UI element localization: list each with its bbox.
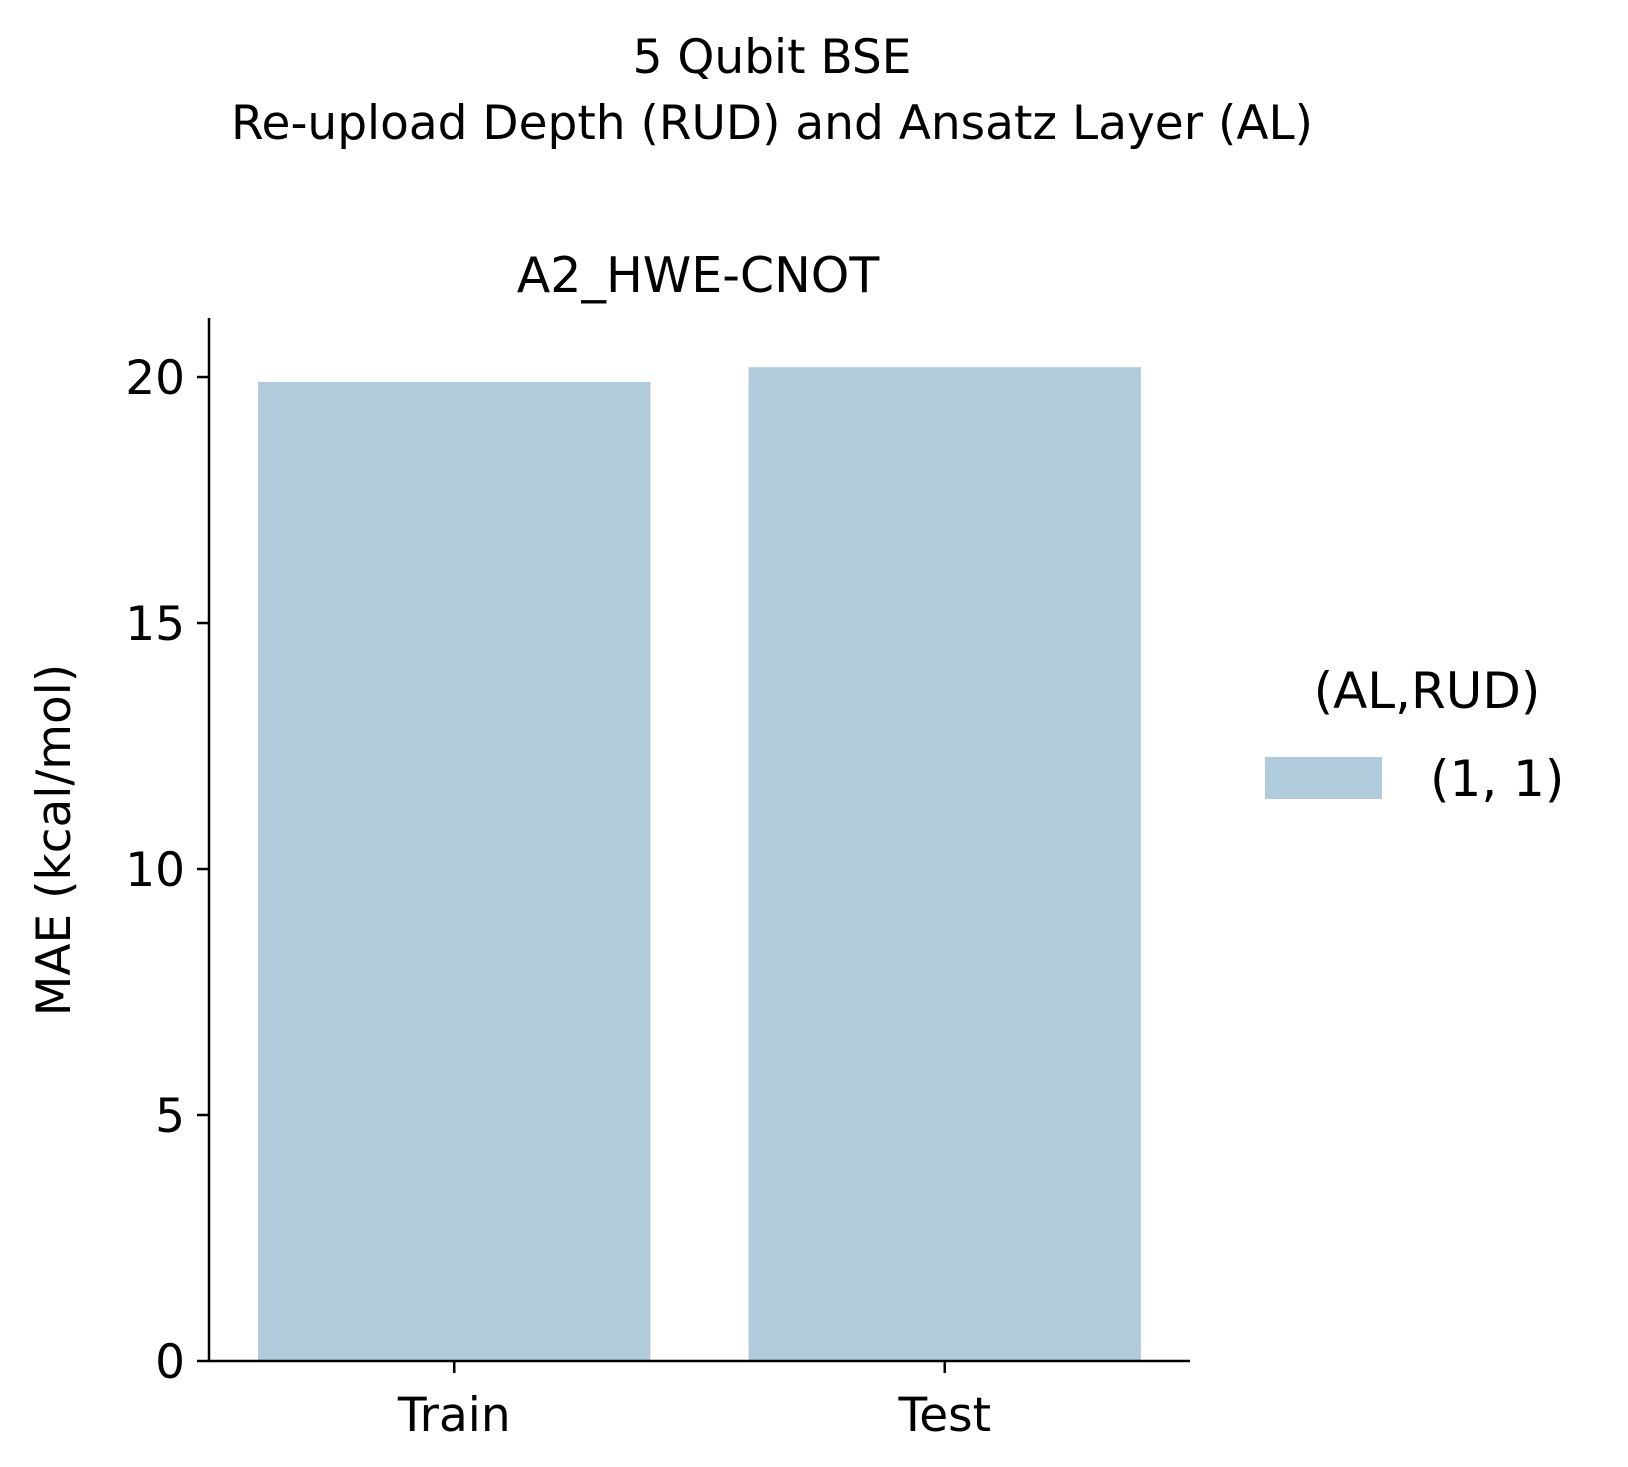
legend-swatch — [1265, 757, 1382, 799]
y-tick-label: 20 — [125, 351, 185, 406]
y-tick-label: 0 — [155, 1335, 185, 1390]
bars-layer — [258, 367, 1141, 1362]
legend: (AL,RUD) (1, 1) — [1265, 662, 1564, 808]
y-tick-label: 5 — [155, 1089, 185, 1144]
legend-title: (AL,RUD) — [1314, 662, 1541, 720]
x-ticks-layer: Train Test — [397, 1361, 991, 1443]
figure-title-line-2: Re-upload Depth (RUD) and Ansatz Layer (… — [231, 96, 1313, 151]
y-tick-label: 10 — [125, 843, 185, 898]
bar-train — [258, 381, 651, 1362]
figure-title-line-1: 5 Qubit BSE — [633, 30, 912, 85]
y-tick-label: 15 — [125, 597, 185, 652]
x-tick-label-train: Train — [397, 1388, 511, 1443]
legend-label: (1, 1) — [1430, 750, 1564, 808]
bar-test — [748, 367, 1141, 1361]
y-ticks-layer: 0 5 10 15 20 — [125, 351, 209, 1390]
y-axis-label: MAE (kcal/mol) — [27, 664, 82, 1016]
x-tick-label-test: Test — [897, 1388, 991, 1443]
subplot-title: A2_HWE-CNOT — [517, 247, 881, 304]
